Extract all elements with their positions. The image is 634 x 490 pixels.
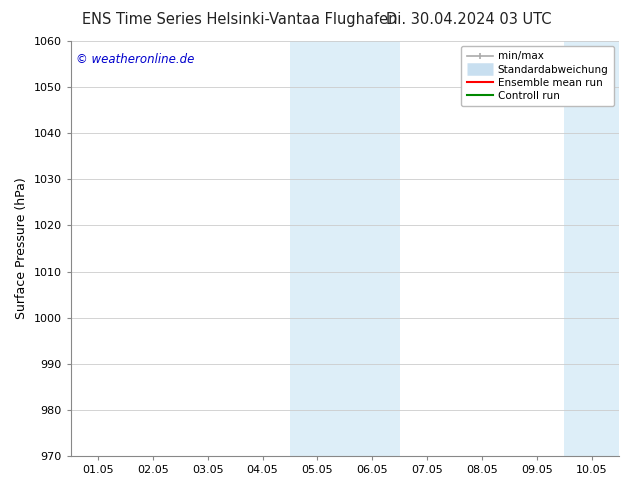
Legend: min/max, Standardabweichung, Ensemble mean run, Controll run: min/max, Standardabweichung, Ensemble me… xyxy=(462,46,614,106)
Bar xyxy=(564,41,634,456)
Text: Di. 30.04.2024 03 UTC: Di. 30.04.2024 03 UTC xyxy=(386,12,552,27)
Text: ENS Time Series Helsinki-Vantaa Flughafen: ENS Time Series Helsinki-Vantaa Flughafe… xyxy=(82,12,398,27)
Text: © weatheronline.de: © weatheronline.de xyxy=(76,53,195,67)
Y-axis label: Surface Pressure (hPa): Surface Pressure (hPa) xyxy=(15,178,28,319)
Bar xyxy=(290,41,399,456)
